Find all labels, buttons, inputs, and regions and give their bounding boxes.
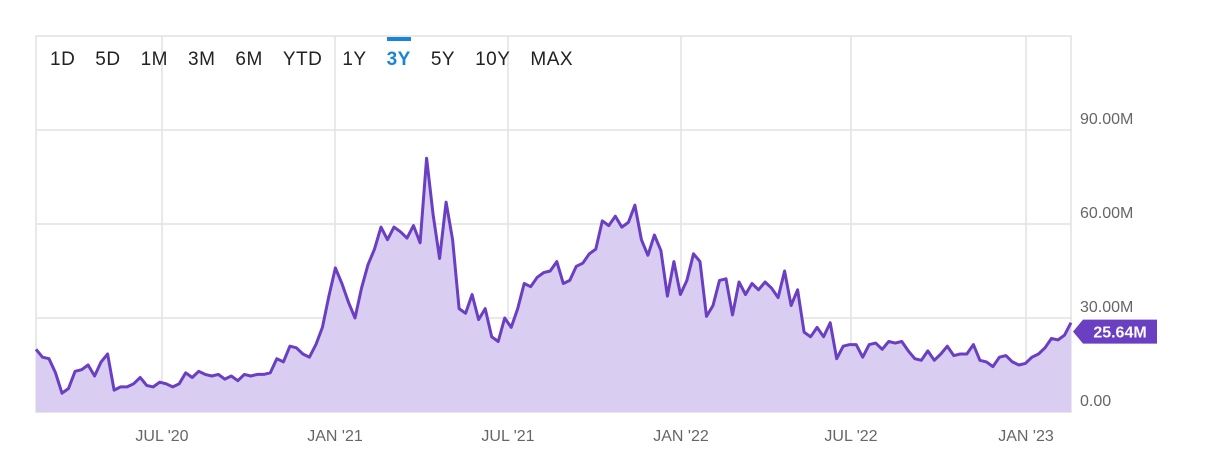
y-tick-label: 90.00M [1080,111,1133,128]
range-tab-ytd[interactable]: YTD [282,49,323,70]
y-tick-label: 0.00 [1080,393,1111,410]
series-line [34,156,1073,395]
axis-layer: 0.00 30.00M 60.00M 90.00M JUL '20 JAN '21 JUL … [135,111,1133,445]
x-tick-label: JUL '22 [824,428,877,445]
range-tab-6m[interactable]: 6M [235,49,263,70]
range-tab-3y[interactable]: 3Y [377,37,421,85]
range-tab-3m[interactable]: 3M [188,49,216,70]
last-value-label: 25.64M [1093,325,1146,342]
range-tab-5d[interactable]: 5D [95,49,121,70]
range-tabs: 1D 5D 1M 3M 6M YTD 1Y 3Y 5Y 10Y MAX [40,36,583,88]
y-tick-label: 60.00M [1080,205,1133,222]
range-tab-10y[interactable]: 10Y [475,49,511,70]
x-tick-label: JAN '21 [307,428,363,445]
range-tab-1m[interactable]: 1M [140,49,168,70]
last-value-badge [1073,319,1157,344]
range-tab-1y[interactable]: 1Y [342,49,367,70]
range-tab-max[interactable]: MAX [530,49,574,70]
x-tick-label: JUL '21 [481,428,534,445]
x-tick-label: JAN '23 [998,428,1054,445]
range-tab-5y[interactable]: 5Y [430,49,456,70]
series-area [36,158,1071,412]
range-tab-1d[interactable]: 1D [50,49,76,70]
x-tick-label: JAN '22 [653,428,709,445]
x-tick-label: JUL '20 [135,428,188,445]
area-layer [34,156,1073,412]
y-tick-label: 30.00M [1080,299,1133,316]
badge-layer: 25.64M [1073,319,1157,344]
